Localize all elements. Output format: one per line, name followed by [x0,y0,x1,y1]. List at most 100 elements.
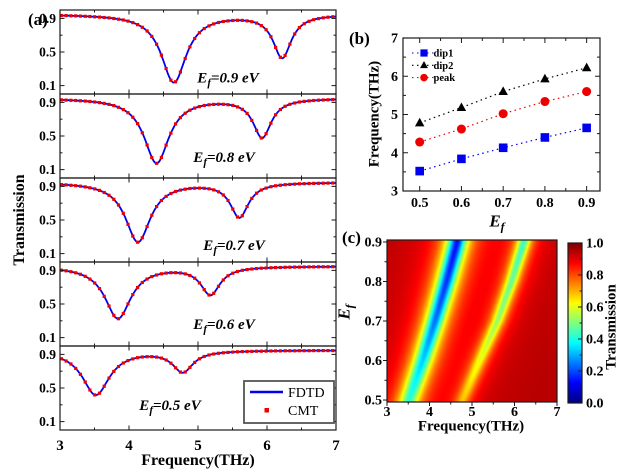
cmt-point [197,105,201,109]
cmt-point [202,186,206,190]
y-tick-label: 3 [391,185,398,200]
series-line [419,127,587,172]
cmt-point [274,113,278,117]
cmt-point [235,350,240,354]
cmt-point [59,357,63,361]
colorbar-tick-label: 0.0 [586,397,604,412]
cmt-point [116,364,121,369]
cmt-point [140,355,144,359]
cmt-point [178,70,182,74]
cmt-point [78,272,82,276]
cmt-point [69,183,73,187]
cmt-point [269,185,273,189]
panel-b-y-axis-label: Frequency(THz) [366,60,383,168]
cmt-point [155,161,159,165]
x-tick-label: 7 [554,405,561,420]
cmt-point [226,103,230,107]
cmt-point [174,189,178,194]
cmt-point [131,293,135,297]
legend-marker-sample [264,408,269,413]
cmt-point [274,184,278,188]
cmt-point [259,24,263,28]
cmt-point [207,103,211,107]
cmt-point [74,271,78,275]
cmt-points [59,98,335,165]
cmt-point [202,27,206,31]
cmt-point [102,190,106,195]
cmt-point [255,21,259,25]
y-tick-label: 0.9 [365,235,383,250]
ef-annotation: Ef=0.8 eV [192,150,256,169]
cmt-point [174,366,178,370]
data-point [540,73,550,83]
subplot-frame [59,261,337,347]
cmt-point [302,265,306,269]
cmt-point [78,184,82,188]
cmt-point [178,370,182,374]
cmt-point [131,234,135,238]
cmt-point [212,102,216,106]
cmt-point [112,104,116,108]
x-tick-label: 0.9 [578,196,596,211]
ef-annotation: Ef=0.5 eV [138,398,202,417]
cmt-point [231,207,235,211]
cmt-point [136,240,140,244]
cmt-point [245,205,249,209]
cmt-point [202,103,206,108]
cmt-point [259,136,263,140]
y-tick-label: 0.9 [39,95,56,110]
cmt-point [121,211,125,215]
cmt-point [274,45,278,49]
data-point [415,166,424,176]
cmt-point [178,188,182,192]
cmt-point [183,56,187,61]
series-line [419,67,587,124]
cmt-point [169,131,173,135]
cmt-point [283,265,287,269]
cmt-point [269,121,273,125]
subplot-frame [59,9,337,95]
cmt-point [102,294,106,298]
cmt-point [150,213,154,217]
cmt-point [145,29,149,33]
series-line [419,91,587,143]
cmt-point [283,104,287,108]
cmt-point [255,128,259,132]
cmt-point [259,266,263,270]
cmt-point [312,265,316,269]
panel-a: 0.10.50.9Ef=0.9 eV0.10.50.9Ef=0.8 eV0.10… [39,9,340,454]
panel-b-letter: (b) [349,29,370,48]
cmt-point [207,353,211,357]
panel-b-x-axis-label: Ef [489,211,504,234]
cmt-point [188,365,192,369]
cmt-point [245,111,249,115]
cmt-point [264,186,268,190]
y-tick-label: 0.5 [39,213,56,228]
data-point [582,87,592,97]
cmt-points [59,181,335,244]
cmt-point [297,26,301,30]
cmt-point [297,349,301,353]
cmt-point [326,265,330,269]
cmt-point [259,349,263,353]
cmt-point [88,99,92,104]
cmt-point [78,14,82,18]
cmt-point [307,19,311,23]
cmt-point [193,186,197,190]
y-tick-label: 0.7 [365,315,383,330]
cmt-point [102,15,106,20]
y-tick-label: 0.1 [39,330,56,345]
cmt-point [264,132,268,136]
heatmap-canvas [387,240,557,402]
y-tick-label: 0.9 [39,263,56,278]
cmt-point [131,357,135,361]
cmt-point [174,122,178,126]
panel-c-letter: (c) [342,228,361,247]
cmt-point [74,184,78,188]
cmt-point [283,349,287,353]
cmt-point [131,115,135,119]
ef-annotation: Ef=0.7 eV [202,238,266,257]
data-point [540,133,550,142]
y-tick-label: 0.8 [365,275,383,290]
panel-a-subplot: 0.10.50.9Ef=0.9 eV [39,9,337,95]
